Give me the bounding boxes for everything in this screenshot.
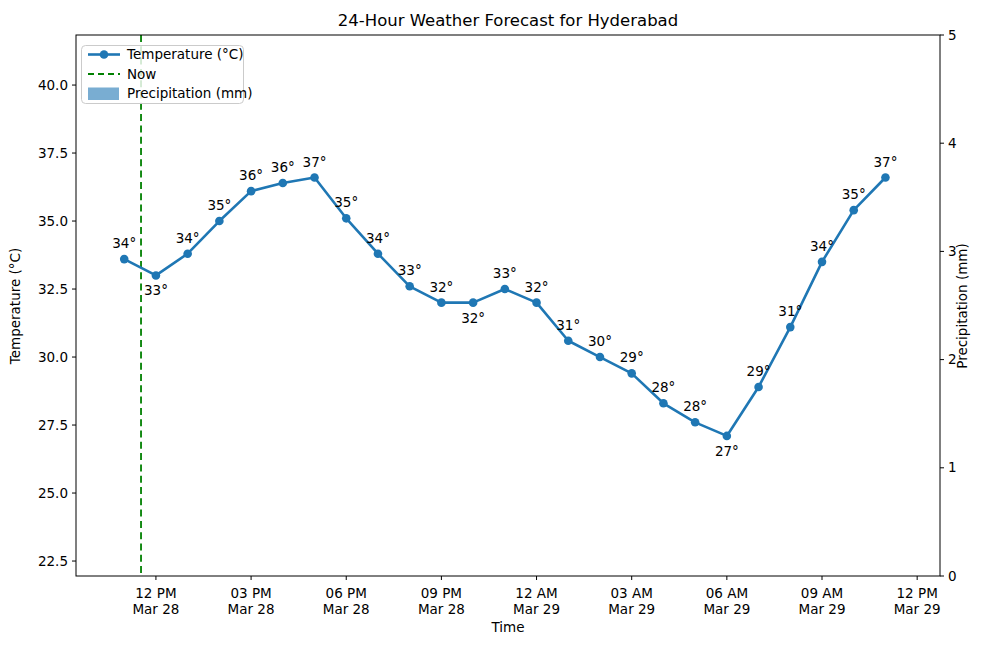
temperature-point	[881, 173, 890, 182]
temperature-point	[374, 249, 383, 258]
x-tick-label-date: Mar 28	[418, 601, 465, 617]
temperature-point	[627, 369, 636, 378]
x-tick-label-date: Mar 29	[608, 601, 655, 617]
x-tick-label-date: Mar 29	[703, 601, 750, 617]
temperature-point-label: 37°	[303, 154, 327, 170]
x-tick-label-date: Mar 28	[228, 601, 275, 617]
x-tick-label-time: 03 AM	[611, 585, 653, 601]
temperature-point-label: 36°	[239, 167, 263, 183]
x-tick-label-time: 03 PM	[230, 585, 271, 601]
temperature-point	[215, 217, 224, 226]
temperature-point-label: 28°	[683, 398, 707, 414]
temperature-point	[405, 282, 414, 291]
x-tick-label-date: Mar 29	[894, 601, 941, 617]
x-tick-label-time: 06 PM	[326, 585, 367, 601]
temperature-point-label: 33°	[493, 265, 517, 281]
temperature-point-label: 29°	[747, 363, 771, 379]
temperature-point-label: 32°	[461, 310, 485, 326]
temperature-point	[152, 271, 161, 280]
temperature-point-label: 28°	[651, 379, 675, 395]
temperature-point	[596, 353, 605, 362]
y-axis-label-right: Precipitation (mm)	[954, 243, 970, 369]
weather-forecast-figure: 22.525.027.530.032.535.037.540.001234512…	[0, 0, 985, 650]
temperature-point-label: 34°	[810, 238, 834, 254]
temperature-point-label: 35°	[207, 197, 231, 213]
legend-label-temperature: Temperature (°C)	[126, 46, 244, 62]
y-tick-label-left: 30.0	[38, 349, 68, 365]
legend-temperature-marker-icon	[100, 50, 109, 59]
y-tick-label-left: 22.5	[38, 553, 68, 569]
temperature-point-label: 29°	[620, 349, 644, 365]
legend: Temperature (°C) Now Precipitation (mm)	[82, 46, 253, 104]
y-tick-label-left: 35.0	[38, 213, 68, 229]
temperature-point	[342, 214, 351, 223]
temperature-point	[247, 187, 256, 196]
x-tick-label-date: Mar 28	[323, 601, 370, 617]
x-tick-label-time: 12 AM	[515, 585, 557, 601]
temperature-point-label: 35°	[842, 186, 866, 202]
temperature-point-label: 37°	[873, 154, 897, 170]
y-tick-label-right: 4	[948, 135, 957, 151]
x-axis-label: Time	[490, 619, 524, 635]
axes-spines	[76, 35, 940, 576]
temperature-point-label: 32°	[525, 279, 549, 295]
temperature-point-label: 34°	[366, 230, 390, 246]
temperature-point-label: 30°	[588, 333, 612, 349]
x-tick-label-time: 06 AM	[706, 585, 748, 601]
temperature-point	[754, 383, 763, 392]
temperature-point-label: 34°	[176, 230, 200, 246]
y-axis-label-left: Temperature (°C)	[7, 248, 23, 366]
temperature-point	[183, 249, 192, 258]
temperature-point-label: 33°	[144, 282, 168, 298]
y-tick-label-right: 5	[948, 27, 957, 43]
y-tick-label-right: 0	[948, 568, 957, 584]
chart-title: 24-Hour Weather Forecast for Hyderabad	[338, 11, 678, 30]
temperature-point-label: 34°	[112, 235, 136, 251]
legend-precipitation-swatch	[88, 88, 119, 101]
temperature-point	[532, 298, 541, 307]
temperature-point	[564, 336, 573, 345]
x-tick-label-date: Mar 29	[799, 601, 846, 617]
temperature-point	[310, 173, 319, 182]
y-tick-label-left: 40.0	[38, 77, 68, 93]
forecast-chart: 22.525.027.530.032.535.037.540.001234512…	[0, 0, 985, 650]
temperature-point-label: 31°	[778, 303, 802, 319]
temperature-point	[849, 206, 858, 215]
temperature-point	[723, 432, 732, 441]
x-tick-label-date: Mar 28	[132, 601, 179, 617]
temperature-point-label: 31°	[556, 317, 580, 333]
y-tick-label-right: 1	[948, 459, 957, 475]
legend-label-now: Now	[127, 66, 156, 82]
x-tick-label-time: 09 PM	[421, 585, 462, 601]
y-tick-label-left: 25.0	[38, 485, 68, 501]
x-tick-label-time: 09 AM	[801, 585, 843, 601]
temperature-line	[124, 178, 885, 436]
plot-area: 22.525.027.530.032.535.037.540.001234512…	[38, 27, 957, 618]
x-tick-label-date: Mar 29	[513, 601, 560, 617]
temperature-point	[786, 323, 795, 332]
temperature-point	[279, 179, 288, 188]
temperature-point-label: 35°	[334, 194, 358, 210]
x-tick-label-time: 12 PM	[897, 585, 938, 601]
y-tick-label-left: 37.5	[38, 145, 68, 161]
x-tick-label-time: 12 PM	[135, 585, 176, 601]
temperature-point	[691, 418, 700, 427]
temperature-point	[437, 298, 446, 307]
legend-label-precipitation: Precipitation (mm)	[127, 85, 253, 101]
temperature-point	[469, 298, 478, 307]
temperature-point	[501, 285, 510, 294]
temperature-point	[120, 255, 129, 264]
temperature-point	[659, 399, 668, 408]
y-tick-label-left: 32.5	[38, 281, 68, 297]
temperature-point	[818, 258, 827, 267]
temperature-point-label: 32°	[429, 279, 453, 295]
y-tick-label-left: 27.5	[38, 417, 68, 433]
temperature-point-label: 36°	[271, 159, 295, 175]
temperature-point-label: 27°	[715, 443, 739, 459]
temperature-point-label: 33°	[398, 262, 422, 278]
